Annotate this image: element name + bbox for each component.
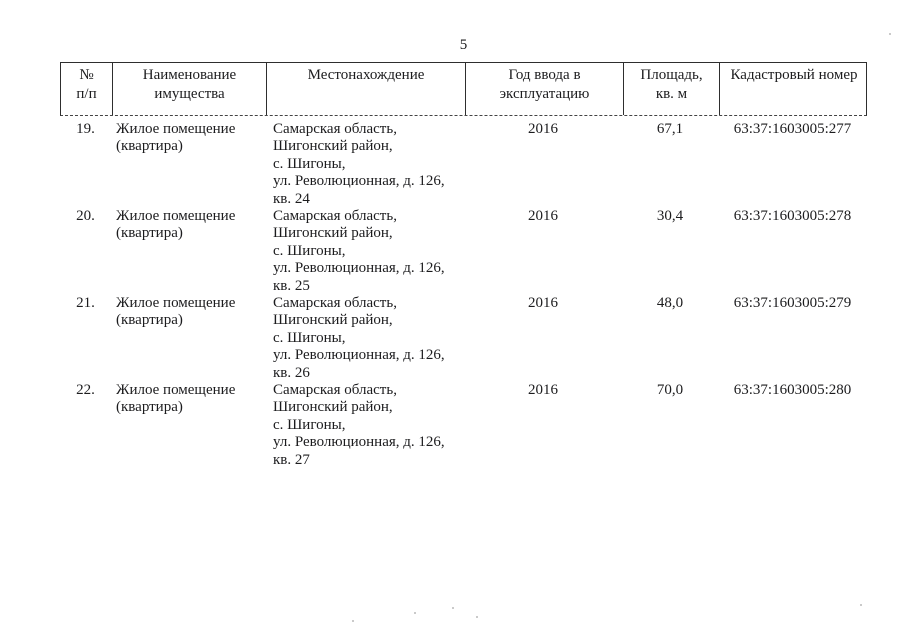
- property-location: Самарская область, Шигонский район, с. Ш…: [265, 208, 464, 295]
- scan-speck: [452, 607, 454, 609]
- property-location-line: Шигонский район,: [273, 225, 393, 242]
- table-row: 19. Жилое помещение (квартира) Самарская…: [60, 121, 867, 208]
- column-header-num: № п/п: [61, 63, 112, 115]
- property-location-line: кв. 25: [273, 277, 310, 294]
- row-number: 22.: [76, 382, 95, 398]
- commission-year: 2016: [528, 382, 558, 398]
- scan-speck: [414, 612, 416, 614]
- row-number: 19.: [76, 121, 95, 137]
- column-header-area-line: кв. м: [655, 86, 688, 102]
- table-row: 22. Жилое помещение (квартира) Самарская…: [60, 382, 867, 469]
- property-name-line: (квартира): [116, 399, 183, 416]
- property-name-line: Жилое помещение: [116, 208, 236, 224]
- property-register-table: № п/п Наименование имущества Местонахожд…: [60, 62, 867, 469]
- area-value: 48,0: [656, 295, 684, 311]
- column-header-commission-year: Год ввода в эксплуатацию: [465, 63, 623, 115]
- area-value: 70,0: [656, 382, 684, 398]
- table-row: 20. Жилое помещение (квартира) Самарская…: [60, 208, 867, 295]
- scan-speck: [860, 604, 862, 606]
- scan-speck: [352, 620, 354, 622]
- cadastral-number: 63:37:1603005:280: [733, 382, 852, 398]
- area-value: 30,4: [656, 208, 684, 224]
- column-header-num-line: №: [79, 67, 94, 83]
- property-name: Жилое помещение (квартира): [111, 382, 265, 469]
- property-name: Жилое помещение (квартира): [111, 208, 265, 295]
- property-location-line: с. Шигоны,: [273, 242, 346, 259]
- row-number: 20.: [76, 208, 95, 224]
- column-header-num-line: п/п: [76, 86, 97, 102]
- property-location-line: Самарская область,: [273, 121, 397, 137]
- row-number: 21.: [76, 295, 95, 311]
- cadastral-number: 63:37:1603005:279: [733, 295, 852, 311]
- property-name-line: Жилое помещение: [116, 382, 236, 398]
- page-number: 5: [459, 37, 468, 53]
- property-location: Самарская область, Шигонский район, с. Ш…: [265, 295, 464, 382]
- property-location-line: ул. Революционная, д. 126,: [273, 434, 445, 451]
- property-name: Жилое помещение (квартира): [111, 121, 265, 208]
- column-header-property-name: Наименование имущества: [112, 63, 266, 115]
- property-location-line: кв. 24: [273, 190, 310, 207]
- property-name-line: (квартира): [116, 138, 183, 155]
- commission-year: 2016: [528, 208, 558, 224]
- column-header-property-name-line: имущества: [154, 86, 225, 102]
- scan-speck: [889, 33, 891, 35]
- column-header-property-name-line: Наименование: [142, 67, 237, 83]
- property-location-line: Шигонский район,: [273, 399, 393, 416]
- property-location-line: кв. 27: [273, 451, 310, 468]
- property-location-line: ул. Революционная, д. 126,: [273, 173, 445, 190]
- column-header-commission-year-line: Год ввода в: [508, 67, 581, 83]
- property-location-line: кв. 26: [273, 364, 310, 381]
- area-value: 67,1: [656, 121, 684, 137]
- column-header-location: Местонахождение: [266, 63, 465, 115]
- property-location-line: с. Шигоны,: [273, 329, 346, 346]
- property-location: Самарская область, Шигонский район, с. Ш…: [265, 121, 464, 208]
- commission-year: 2016: [528, 295, 558, 311]
- property-location: Самарская область, Шигонский район, с. Ш…: [265, 382, 464, 469]
- scan-speck: [476, 616, 478, 618]
- property-location-line: Самарская область,: [273, 295, 397, 311]
- property-location-line: ул. Революционная, д. 126,: [273, 347, 445, 364]
- table-header-row: № п/п Наименование имущества Местонахожд…: [60, 62, 867, 116]
- property-location-line: Шигонский район,: [273, 138, 393, 155]
- column-header-area-line: Площадь,: [640, 67, 703, 83]
- column-header-commission-year-line: эксплуатацию: [499, 86, 590, 102]
- cadastral-number: 63:37:1603005:278: [733, 208, 852, 224]
- table-body: 19. Жилое помещение (квартира) Самарская…: [60, 121, 867, 469]
- column-header-cadastral: Кадастровый номер: [719, 63, 868, 115]
- commission-year: 2016: [528, 121, 558, 137]
- property-location-line: с. Шигоны,: [273, 155, 346, 172]
- cadastral-number: 63:37:1603005:277: [733, 121, 852, 137]
- property-name-line: Жилое помещение: [116, 295, 236, 311]
- table-row: 21. Жилое помещение (квартира) Самарская…: [60, 295, 867, 382]
- property-location-line: Самарская область,: [273, 382, 397, 398]
- property-location-line: Шигонский район,: [273, 312, 393, 329]
- property-name-line: (квартира): [116, 225, 183, 242]
- column-header-area: Площадь, кв. м: [623, 63, 719, 115]
- property-location-line: ул. Революционная, д. 126,: [273, 260, 445, 277]
- property-location-line: Самарская область,: [273, 208, 397, 224]
- property-name-line: (квартира): [116, 312, 183, 329]
- property-name-line: Жилое помещение: [116, 121, 236, 137]
- property-name: Жилое помещение (квартира): [111, 295, 265, 382]
- property-location-line: с. Шигоны,: [273, 416, 346, 433]
